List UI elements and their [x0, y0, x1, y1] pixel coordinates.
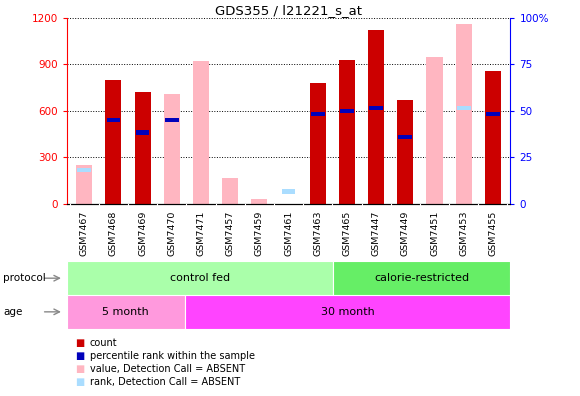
Bar — [135, 92, 151, 204]
Bar — [310, 83, 326, 204]
Text: value, Detection Call = ABSENT: value, Detection Call = ABSENT — [90, 364, 245, 374]
Text: GSM7451: GSM7451 — [430, 211, 439, 256]
Text: protocol: protocol — [3, 273, 46, 283]
Text: GSM7459: GSM7459 — [255, 211, 264, 256]
Title: GDS355 / l21221_s_at: GDS355 / l21221_s_at — [215, 4, 362, 17]
Bar — [339, 60, 355, 204]
Text: GSM7455: GSM7455 — [488, 211, 498, 256]
Bar — [398, 135, 412, 139]
Text: GSM7453: GSM7453 — [459, 211, 468, 256]
Bar — [486, 112, 500, 116]
Bar — [456, 24, 472, 204]
Bar — [107, 118, 120, 122]
Text: ■: ■ — [75, 337, 85, 348]
Bar — [310, 83, 326, 204]
Bar — [251, 199, 267, 204]
Bar — [311, 112, 325, 116]
Text: GSM7463: GSM7463 — [313, 211, 322, 256]
Text: ■: ■ — [75, 364, 85, 374]
Text: percentile rank within the sample: percentile rank within the sample — [90, 350, 255, 361]
Text: 5 month: 5 month — [103, 307, 149, 317]
Bar — [333, 261, 510, 295]
Text: ■: ■ — [75, 377, 85, 387]
Text: GSM7465: GSM7465 — [342, 211, 351, 256]
Bar — [106, 80, 121, 204]
Bar — [185, 295, 510, 329]
Text: GSM7457: GSM7457 — [226, 211, 235, 256]
Bar — [339, 60, 355, 204]
Text: count: count — [90, 337, 118, 348]
Bar — [426, 57, 443, 204]
Text: ■: ■ — [75, 350, 85, 361]
Text: control fed: control fed — [170, 273, 230, 283]
Bar — [340, 109, 354, 113]
Bar — [164, 94, 180, 204]
Bar — [368, 30, 384, 204]
Bar — [67, 261, 333, 295]
Text: age: age — [3, 307, 22, 317]
Text: GSM7471: GSM7471 — [197, 211, 205, 256]
Text: 30 month: 30 month — [321, 307, 375, 317]
Bar — [369, 106, 383, 110]
Text: rank, Detection Call = ABSENT: rank, Detection Call = ABSENT — [90, 377, 240, 387]
Bar — [76, 165, 92, 204]
Bar — [485, 70, 501, 204]
Bar — [368, 30, 384, 204]
Text: GSM7470: GSM7470 — [167, 211, 176, 256]
Text: GSM7447: GSM7447 — [372, 211, 380, 256]
Text: GSM7449: GSM7449 — [401, 211, 410, 256]
Text: GSM7467: GSM7467 — [79, 211, 89, 256]
Bar — [397, 100, 414, 204]
Bar — [282, 189, 295, 194]
Bar — [77, 168, 91, 172]
Text: GSM7468: GSM7468 — [109, 211, 118, 256]
Text: GSM7469: GSM7469 — [138, 211, 147, 256]
Text: calorie-restricted: calorie-restricted — [374, 273, 469, 283]
Bar — [485, 70, 501, 204]
Bar — [136, 130, 150, 135]
Bar — [67, 295, 185, 329]
Bar — [106, 80, 121, 204]
Bar — [397, 100, 414, 204]
Bar — [165, 118, 179, 122]
Bar — [193, 61, 209, 204]
Bar — [135, 92, 151, 204]
Bar — [222, 177, 238, 204]
Bar — [457, 106, 470, 110]
Text: GSM7461: GSM7461 — [284, 211, 293, 256]
